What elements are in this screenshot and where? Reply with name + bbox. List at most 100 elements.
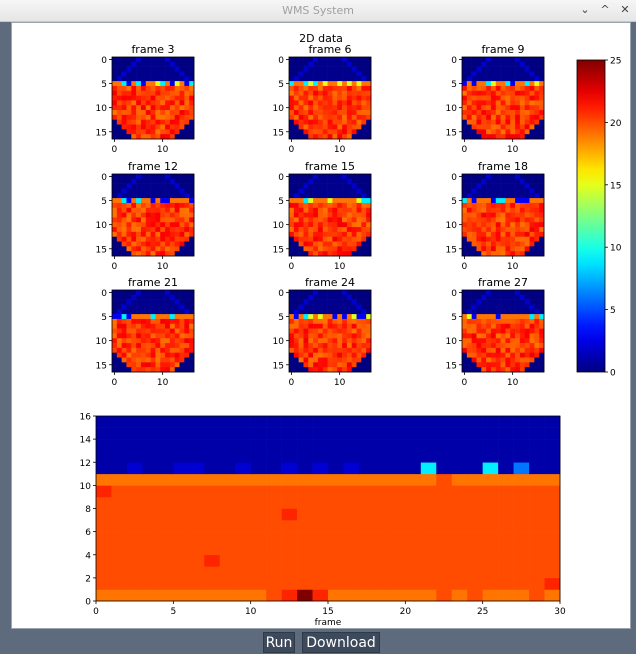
heatmap-cell: [529, 202, 535, 209]
heatmap-cell: [160, 294, 166, 300]
heatmap-cell: [495, 212, 501, 218]
heatmap-cell: [131, 100, 137, 106]
download-button[interactable]: Download: [302, 632, 380, 653]
heatmap-cell: [313, 222, 319, 228]
heatmap-cell: [169, 212, 176, 218]
heatmap-cell: [466, 227, 472, 233]
heatmap-cell: [160, 333, 166, 339]
heatmap-cell: [482, 450, 499, 463]
heatmap-cell: [126, 314, 132, 320]
heatmap-cell: [420, 439, 437, 451]
heatmap-cell: [481, 222, 487, 228]
heatmap-cell: [358, 543, 375, 556]
heatmap-cell: [342, 299, 348, 305]
heatmap-cell: [126, 496, 143, 509]
maximize-icon[interactable]: ^: [600, 3, 610, 16]
heatmap-cell: [327, 357, 333, 363]
heatmap-cell: [328, 427, 344, 440]
heatmap-cell: [327, 212, 333, 218]
heatmap-cell: [544, 439, 561, 451]
heatmap-cell: [510, 114, 516, 121]
heatmap-cell: [298, 61, 304, 67]
heatmap-cell: [351, 110, 357, 116]
heatmap-cell: [327, 367, 333, 373]
heatmap-cell: [142, 427, 159, 440]
heatmap-cell: [140, 57, 147, 63]
heatmap-cell: [519, 227, 526, 233]
heatmap-cell: [361, 328, 367, 334]
heatmap-cell: [389, 439, 406, 451]
heatmap-cell: [157, 520, 174, 532]
heatmap-cell: [544, 473, 561, 486]
heatmap-cell: [515, 95, 521, 101]
ytick-label: 15: [96, 245, 107, 255]
close-icon[interactable]: ✕: [620, 3, 630, 16]
heatmap-cell: [510, 81, 516, 87]
heatmap-cell: [131, 198, 137, 204]
heatmap-cell: [322, 183, 328, 189]
heatmap-cell: [313, 174, 319, 180]
heatmap-cell: [346, 328, 353, 334]
heatmap-cell: [337, 114, 343, 121]
heatmap-cell: [293, 246, 299, 252]
heatmap-cell: [529, 577, 545, 590]
heatmap-cell: [145, 236, 151, 242]
heatmap-cell: [165, 66, 171, 72]
heatmap-cell: [157, 566, 174, 579]
heatmap-cell: [155, 188, 161, 194]
heatmap-cell: [308, 222, 314, 228]
heatmap-cell: [510, 309, 516, 315]
heatmap-cell: [136, 81, 142, 87]
heatmap-cell: [297, 554, 313, 567]
minimize-icon[interactable]: ⌄: [580, 3, 590, 16]
heatmap-cell: [519, 105, 526, 111]
heatmap-cell: [145, 299, 151, 305]
heatmap-cell: [534, 357, 540, 363]
heatmap-cell: [539, 174, 545, 180]
heatmap-cell: [327, 174, 333, 180]
heatmap-cell: [160, 251, 166, 257]
heatmap-cell: [342, 110, 348, 116]
heatmap-cell: [235, 577, 251, 590]
heatmap-cell: [356, 217, 362, 223]
heatmap-cell: [342, 95, 348, 101]
heatmap-cell: [126, 71, 132, 77]
heatmap-cell: [519, 202, 526, 209]
heatmap-cell: [116, 76, 122, 82]
run-button[interactable]: Run: [263, 632, 295, 653]
heatmap-cell: [529, 231, 535, 238]
heatmap-cell: [519, 85, 526, 92]
heatmap-cell: [510, 134, 516, 140]
heatmap-cell: [131, 231, 137, 238]
heatmap-cell: [356, 212, 362, 218]
heatmap-cell: [179, 202, 185, 209]
heatmap-cell: [136, 129, 142, 135]
heatmap-cell: [361, 114, 367, 121]
heatmap-cell: [524, 81, 530, 87]
heatmap-cell: [486, 352, 492, 358]
heatmap-cell: [150, 227, 156, 233]
heatmap-cell: [356, 352, 362, 358]
heatmap-cell: [289, 323, 295, 329]
heatmap-cell: [293, 114, 299, 121]
heatmap-cell: [142, 508, 159, 521]
heatmap-cell: [145, 57, 151, 63]
heatmap-cell: [136, 343, 142, 349]
heatmap-cell: [116, 333, 122, 339]
heatmap-cell: [356, 227, 362, 233]
heatmap-cell: [495, 207, 501, 213]
heatmap-cell: [327, 66, 333, 72]
heatmap-cell: [539, 212, 545, 218]
heatmap-cell: [539, 183, 545, 189]
heatmap-cell: [524, 85, 530, 92]
heatmap-cell: [116, 134, 122, 140]
heatmap-cell: [524, 343, 530, 349]
heatmap-cell: [529, 174, 535, 180]
heatmap-cell: [500, 212, 506, 218]
heatmap-cell: [142, 462, 159, 475]
heatmap-cell: [204, 554, 221, 567]
heatmap-cell: [451, 473, 468, 486]
heatmap-cell: [131, 212, 137, 218]
heatmap-cell: [490, 134, 497, 140]
heatmap-cell: [356, 333, 362, 339]
